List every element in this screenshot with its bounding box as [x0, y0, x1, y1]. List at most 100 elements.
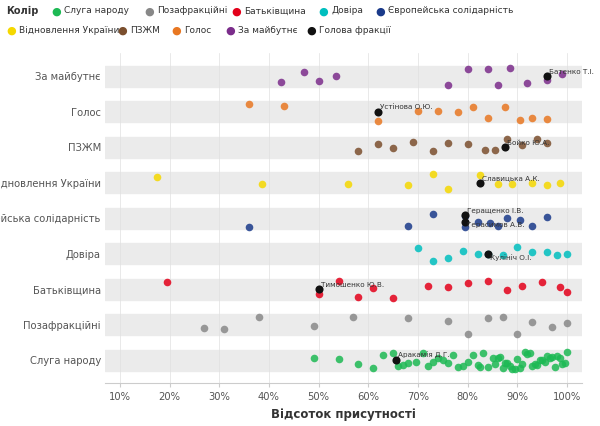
Point	[398, 362, 408, 369]
Point	[373, 141, 383, 148]
Point	[532, 362, 542, 368]
Bar	[105, 137, 582, 158]
Point	[560, 359, 569, 366]
Point	[314, 291, 323, 298]
Point	[508, 181, 517, 187]
Point	[478, 349, 487, 356]
Point	[557, 360, 567, 367]
Point	[542, 181, 552, 188]
Point	[463, 359, 473, 366]
Point	[493, 81, 502, 88]
Point	[379, 351, 388, 358]
Point	[515, 117, 524, 124]
Point	[460, 223, 470, 230]
Point	[349, 314, 358, 320]
Text: Відновлення України: Відновлення України	[19, 26, 119, 35]
Point	[475, 179, 485, 186]
Point	[483, 363, 493, 370]
Point	[485, 220, 495, 227]
Point	[428, 211, 438, 218]
Text: ●: ●	[171, 26, 181, 35]
Text: ●: ●	[375, 6, 385, 16]
Point	[553, 353, 562, 360]
Point	[460, 213, 470, 219]
Text: ●: ●	[225, 26, 235, 35]
Point	[463, 279, 473, 286]
Point	[460, 211, 470, 218]
Point	[428, 171, 438, 178]
Text: ●: ●	[6, 26, 16, 35]
Point	[527, 180, 537, 187]
Point	[540, 359, 550, 366]
Point	[505, 65, 515, 72]
Point	[523, 79, 532, 86]
Point	[368, 284, 378, 291]
Point	[433, 107, 443, 114]
Point	[373, 117, 383, 124]
Point	[473, 250, 482, 257]
Bar	[105, 243, 582, 265]
Point	[547, 354, 557, 361]
Point	[512, 243, 522, 250]
Text: Геращенко І.В.: Геращенко І.В.	[467, 208, 524, 214]
Text: Герасимов А.В.: Герасимов А.В.	[467, 222, 525, 228]
Point	[527, 223, 537, 230]
Point	[428, 148, 438, 155]
Point	[532, 136, 542, 143]
Text: ●: ●	[144, 6, 154, 16]
Text: ●: ●	[51, 6, 61, 16]
Point	[498, 365, 508, 371]
Point	[443, 140, 452, 147]
Point	[500, 360, 510, 366]
Point	[498, 314, 508, 321]
Text: Європейська солідарність: Європейська солідарність	[388, 6, 514, 15]
Point	[403, 181, 413, 188]
Point	[418, 350, 428, 357]
Point	[542, 139, 552, 146]
Point	[344, 180, 353, 187]
Point	[443, 81, 452, 88]
Point	[527, 115, 537, 122]
Point	[353, 294, 363, 300]
Point	[453, 363, 463, 370]
Point	[411, 359, 421, 366]
Point	[458, 363, 467, 369]
Point	[473, 219, 482, 225]
Point	[244, 223, 254, 230]
Point	[314, 286, 323, 293]
Point	[562, 320, 572, 327]
Point	[200, 325, 209, 331]
Point	[331, 72, 341, 79]
Point	[518, 283, 527, 290]
Point	[490, 361, 500, 368]
Point	[403, 315, 413, 322]
Bar	[105, 314, 582, 336]
Point	[403, 359, 413, 366]
Text: Слуга народу: Слуга народу	[64, 6, 129, 15]
Point	[520, 348, 530, 355]
Point	[388, 350, 398, 357]
Point	[530, 360, 539, 367]
Point	[463, 330, 473, 337]
Point	[483, 250, 493, 257]
Point	[518, 142, 527, 149]
Point	[495, 354, 505, 361]
Point	[475, 171, 485, 178]
Point	[542, 115, 552, 122]
Text: Голос: Голос	[184, 26, 211, 35]
Point	[498, 251, 508, 258]
Point	[468, 104, 478, 110]
Point	[535, 357, 545, 364]
Point	[515, 216, 524, 223]
Text: Славицька А.К.: Славицька А.К.	[482, 176, 540, 181]
Point	[334, 278, 343, 285]
Point	[309, 323, 319, 330]
Point	[527, 363, 537, 370]
Point	[433, 354, 443, 361]
Point	[508, 366, 517, 372]
Point	[545, 354, 554, 361]
Point	[553, 251, 562, 258]
Point	[527, 248, 537, 255]
Point	[254, 313, 264, 320]
Point	[408, 138, 418, 145]
